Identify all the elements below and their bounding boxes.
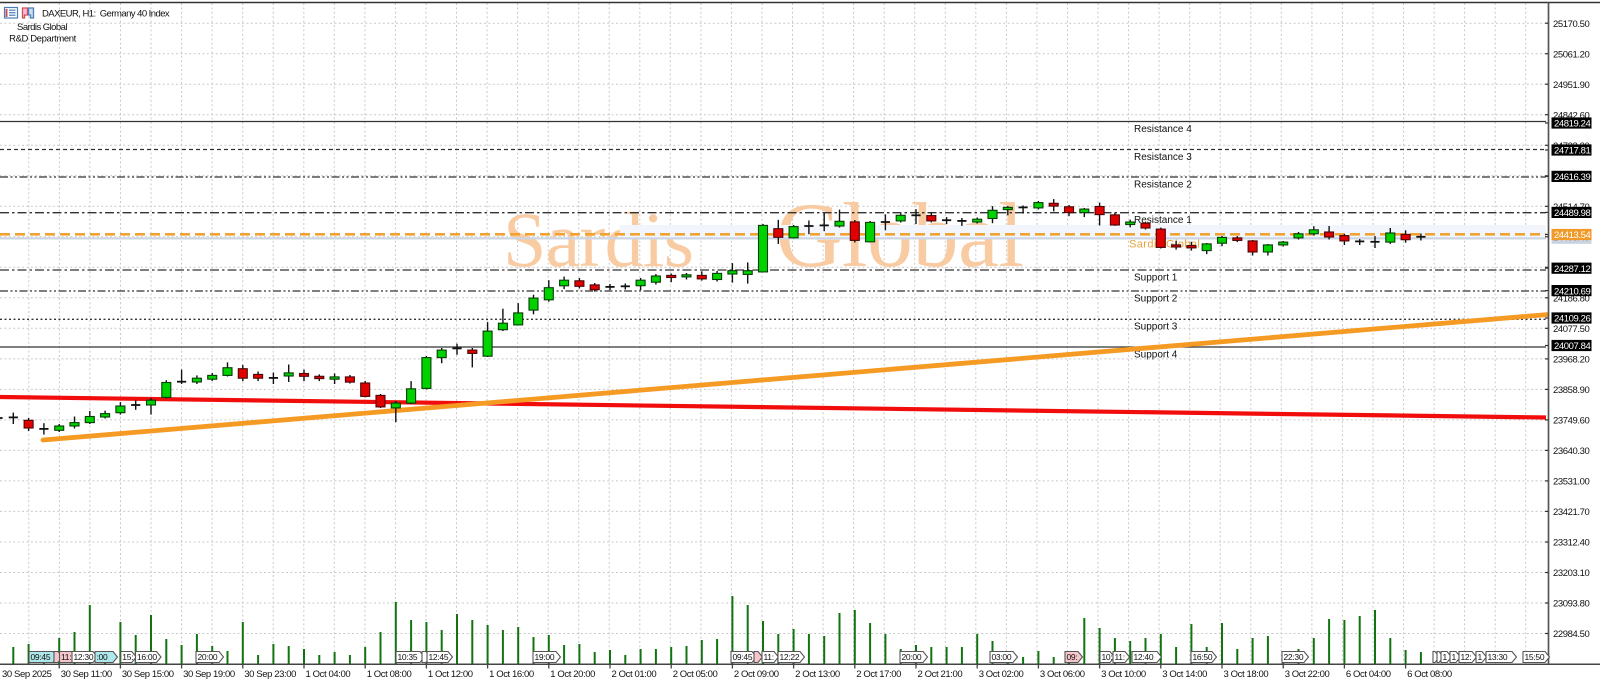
svg-text:23531.00: 23531.00 [1553,477,1590,488]
svg-text:30 Sep 23:00: 30 Sep 23:00 [244,669,296,680]
svg-text:23749.60: 23749.60 [1553,416,1590,427]
svg-text:30 Sep 19:00: 30 Sep 19:00 [183,669,235,680]
svg-text:1: 1 [1478,652,1483,662]
svg-text:DAXEUR, H1: Germany 40 Index: DAXEUR, H1: Germany 40 Index [42,9,170,20]
svg-text:2 Oct 01:00: 2 Oct 01:00 [612,669,657,680]
svg-text:16:00: 16:00 [137,652,157,662]
svg-text:23312.40: 23312.40 [1553,538,1590,549]
svg-text:24413.54: 24413.54 [1554,230,1591,241]
svg-text:3 Oct 10:00: 3 Oct 10:00 [1101,669,1146,680]
svg-text:23203.10: 23203.10 [1553,568,1590,579]
svg-text:24287.12: 24287.12 [1554,264,1591,275]
svg-text:2 Oct 13:00: 2 Oct 13:00 [795,669,840,680]
svg-text:20:00: 20:00 [198,652,218,662]
svg-text:Support 4: Support 4 [1134,349,1178,360]
svg-text:24077.50: 24077.50 [1553,324,1590,335]
svg-text:12:22: 12:22 [780,652,800,662]
svg-text:Support 3: Support 3 [1134,322,1178,333]
svg-text:24007.84: 24007.84 [1554,341,1591,352]
svg-text:03:00: 03:00 [992,652,1012,662]
svg-text:3 Oct 18:00: 3 Oct 18:00 [1224,669,1269,680]
svg-text:22:30: 22:30 [1284,652,1304,662]
svg-text:24186.80: 24186.80 [1553,293,1590,304]
svg-text:24842.60: 24842.60 [1553,110,1590,121]
svg-text:11:: 11: [61,652,71,662]
svg-text:2 Oct 05:00: 2 Oct 05:00 [673,669,718,680]
svg-text:23093.80: 23093.80 [1553,599,1590,610]
svg-text:30 Sep 15:00: 30 Sep 15:00 [122,669,174,680]
svg-text:30 Sep 2025: 30 Sep 2025 [2,669,52,680]
svg-text:24616.39: 24616.39 [1554,172,1591,183]
svg-text:1 Oct 20:00: 1 Oct 20:00 [550,669,595,680]
svg-text:Sardis Global: Sardis Global [17,22,67,33]
svg-text:10:: 10: [1102,652,1113,662]
svg-text:1 Oct 12:00: 1 Oct 12:00 [428,669,473,680]
svg-text:30 Sep 11:00: 30 Sep 11:00 [61,669,112,680]
svg-text:10:35: 10:35 [398,652,418,662]
svg-text:R&D Department: R&D Department [9,34,76,45]
svg-text:23421.70: 23421.70 [1553,507,1590,518]
svg-text:2 Oct 21:00: 2 Oct 21:00 [918,669,963,680]
svg-text:3 Oct 02:00: 3 Oct 02:00 [979,669,1024,680]
svg-text:6 Oct 08:00: 6 Oct 08:00 [1407,669,1452,680]
svg-text:24109.26: 24109.26 [1554,314,1591,325]
svg-text:24819.24: 24819.24 [1554,119,1591,130]
svg-text:09:45: 09:45 [31,652,51,662]
svg-text:3 Oct 22:00: 3 Oct 22:00 [1285,669,1330,680]
svg-text:23858.90: 23858.90 [1553,385,1590,396]
svg-text:22984.50: 22984.50 [1553,629,1590,640]
svg-text:13:30: 13:30 [1488,652,1508,662]
svg-text:Resistance 1: Resistance 1 [1134,215,1192,226]
svg-text:15:50: 15:50 [1525,652,1545,662]
svg-text:12:: 12: [1461,652,1472,662]
svg-text:12:45: 12:45 [429,652,449,662]
svg-text:19:00: 19:00 [535,652,555,662]
svg-text:1: 1 [1452,652,1457,662]
svg-text:09:: 09: [1067,652,1078,662]
svg-text:2 Oct 09:00: 2 Oct 09:00 [734,669,779,680]
svg-text:24489.98: 24489.98 [1554,208,1591,219]
svg-text:Resistance 2: Resistance 2 [1134,179,1192,190]
svg-text:12:40: 12:40 [1134,652,1154,662]
svg-text:24951.90: 24951.90 [1553,80,1590,91]
svg-text:24210.69: 24210.69 [1554,286,1591,297]
svg-text:1 Oct 04:00: 1 Oct 04:00 [306,669,351,680]
svg-text:23968.20: 23968.20 [1553,355,1590,366]
svg-text:6 Oct 04:00: 6 Oct 04:00 [1346,669,1391,680]
svg-text:2 Oct 17:00: 2 Oct 17:00 [856,669,901,680]
svg-text:25061.20: 25061.20 [1553,49,1590,60]
svg-text:09:45: 09:45 [733,652,753,662]
svg-text:16:50: 16:50 [1193,652,1213,662]
svg-text:Sardis: Sardis [503,196,693,283]
svg-text:25170.50: 25170.50 [1553,19,1590,30]
svg-text:Resistance 3: Resistance 3 [1134,152,1192,163]
svg-text:3 Oct 06:00: 3 Oct 06:00 [1040,669,1085,680]
svg-text:Support 1: Support 1 [1134,272,1178,283]
svg-text:15:: 15: [122,652,133,662]
svg-text:3 Oct 14:00: 3 Oct 14:00 [1162,669,1207,680]
svg-text:1 Oct 16:00: 1 Oct 16:00 [489,669,534,680]
svg-text:24717.81: 24717.81 [1554,146,1591,157]
svg-text:23640.30: 23640.30 [1553,446,1590,457]
svg-text:11:: 11: [1115,652,1125,662]
svg-text:12:30: 12:30 [74,652,94,662]
svg-text:1: 1 [1443,652,1448,662]
svg-text::00: :00 [97,652,108,662]
svg-text:Resistance 4: Resistance 4 [1134,124,1192,135]
svg-text:1 Oct 08:00: 1 Oct 08:00 [367,669,412,680]
svg-text:Support 2: Support 2 [1134,293,1178,304]
svg-text:20:00: 20:00 [902,652,922,662]
svg-text:11:: 11: [764,652,774,662]
